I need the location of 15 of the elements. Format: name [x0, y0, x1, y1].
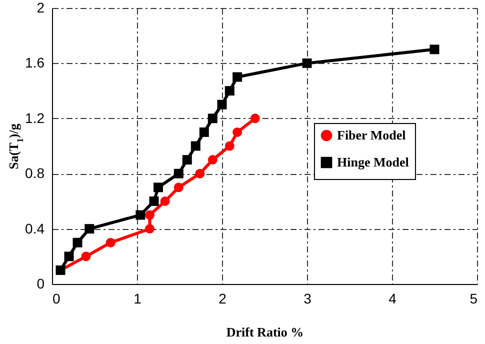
- y-tick-label: 0.4: [25, 220, 45, 236]
- legend-label: Hinge Model: [337, 154, 410, 170]
- x-tick-label: 1: [134, 290, 142, 306]
- x-tick-label: 2: [218, 290, 227, 306]
- y-tick-label: 1.6: [25, 54, 45, 71]
- x-tick-label: 3: [304, 290, 312, 306]
- y-tick-label: 2: [36, 0, 45, 16]
- x-tick-label: 4: [388, 290, 397, 306]
- y-tick-label: 1.2: [25, 110, 45, 126]
- x-axis-title: Drift Ratio %: [226, 324, 304, 340]
- x-tick-label: 0: [52, 290, 60, 306]
- legend-label: Fiber Model: [337, 128, 406, 142]
- x-tick-label: 5: [470, 290, 478, 306]
- y-tick-label: 0.8: [25, 165, 45, 182]
- y-tick-label: 0: [36, 276, 45, 292]
